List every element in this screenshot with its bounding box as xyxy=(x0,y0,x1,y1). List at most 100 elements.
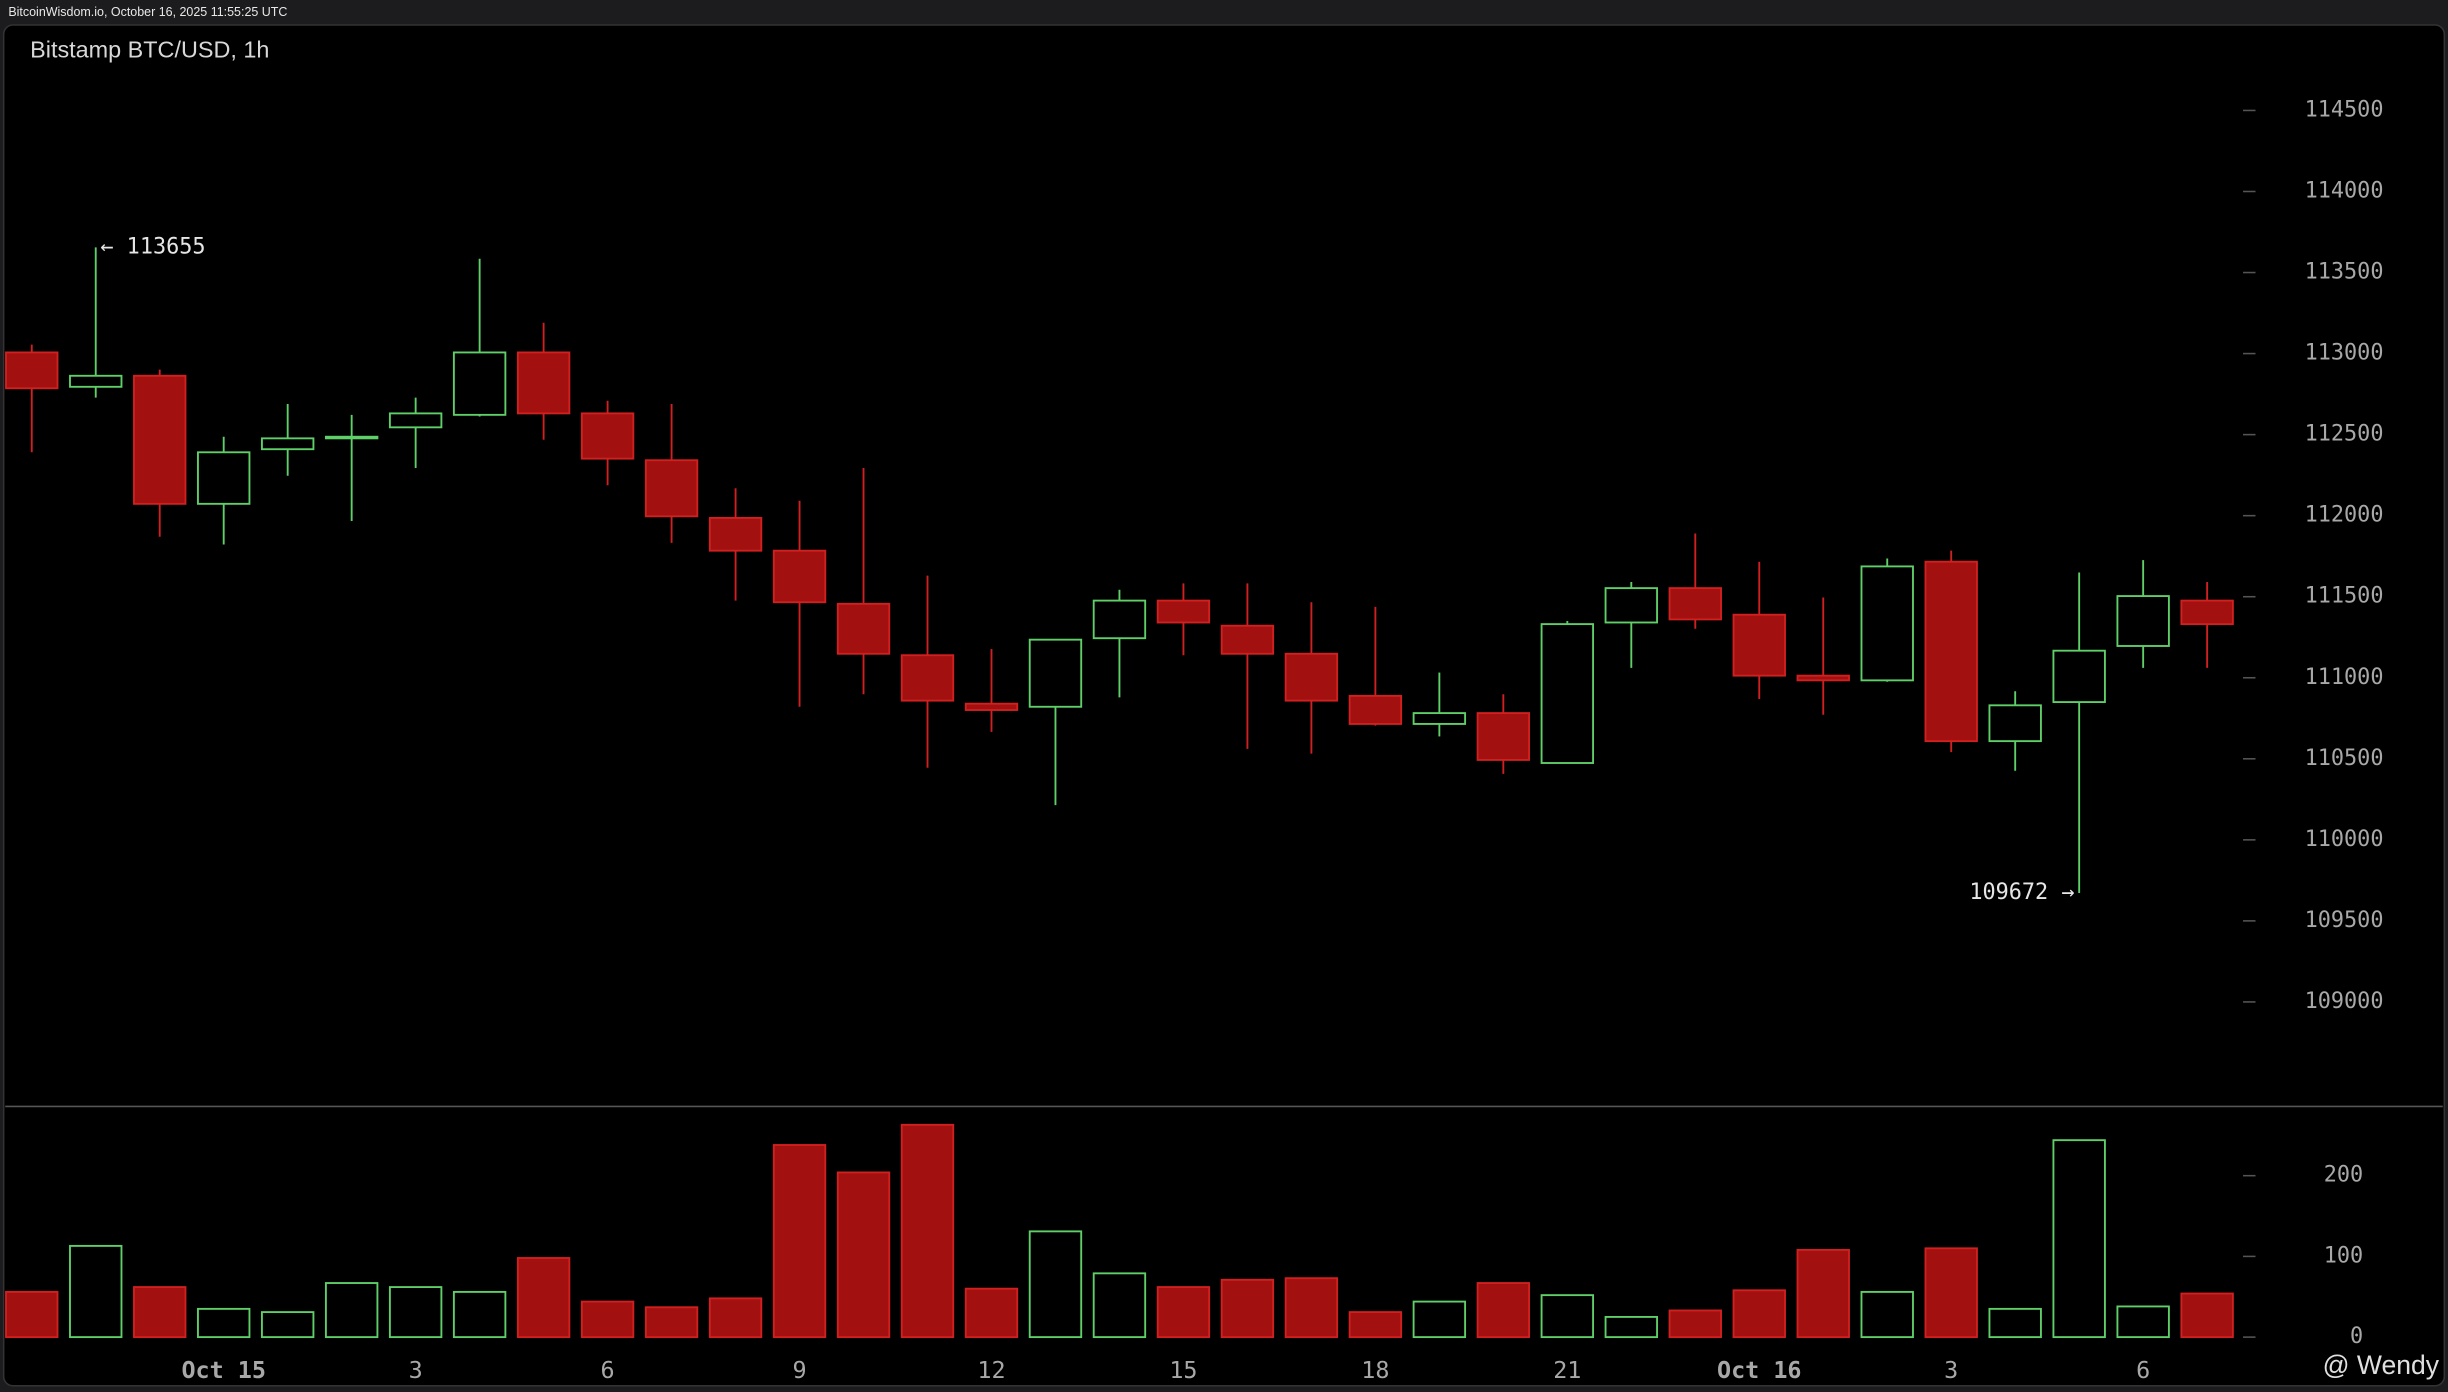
candle-body xyxy=(1604,587,1658,624)
volume-bar xyxy=(2116,1305,2170,1339)
volume-bar xyxy=(1220,1278,1275,1339)
volume-bar xyxy=(5,1290,59,1339)
y-tick-label: 110500 xyxy=(2305,746,2384,771)
volume-tick-label: 200 xyxy=(2324,1163,2363,1188)
volume-bar xyxy=(900,1123,955,1339)
volume-bar xyxy=(69,1244,123,1339)
x-tick-label: 9 xyxy=(792,1356,806,1384)
y-tick-label: 114500 xyxy=(2305,97,2384,122)
volume-bar xyxy=(388,1286,443,1339)
candle-body xyxy=(1668,587,1722,621)
y-tick-label: 113000 xyxy=(2305,341,2384,366)
volume-tick-label: 0 xyxy=(2350,1324,2363,1349)
volume-bar xyxy=(836,1171,891,1339)
candle-body xyxy=(5,351,59,390)
max-annotation: ← 113655 xyxy=(100,234,205,259)
volume-bar xyxy=(2180,1292,2234,1339)
x-tick-label: 6 xyxy=(601,1356,615,1384)
y-tick-label: 112000 xyxy=(2305,503,2384,528)
candle-body xyxy=(772,549,827,604)
candle-body xyxy=(1092,599,1147,640)
volume-bar xyxy=(1092,1272,1147,1339)
candle-body xyxy=(1220,624,1275,655)
candle-body xyxy=(1476,712,1531,761)
x-tick-label: 3 xyxy=(409,1356,423,1384)
volume-bar xyxy=(580,1300,635,1339)
candle-body xyxy=(197,451,251,505)
y-tick-label: 110000 xyxy=(2305,827,2384,852)
candle-body xyxy=(1924,560,1978,743)
candle-body xyxy=(324,435,379,440)
volume-bar xyxy=(1988,1307,2042,1339)
volume-bar xyxy=(772,1144,827,1339)
y-tick-label: 109000 xyxy=(2305,989,2384,1014)
min-annotation: 109672 → xyxy=(1969,880,2074,905)
x-tick-label: 6 xyxy=(2136,1356,2150,1384)
y-tick-label: 111500 xyxy=(2305,584,2384,609)
volume-bar xyxy=(1156,1286,1211,1339)
candle-body xyxy=(516,351,571,415)
volume-bar xyxy=(1732,1289,1786,1339)
x-tick-label: 21 xyxy=(1553,1356,1581,1384)
x-tick-label: 15 xyxy=(1169,1356,1197,1384)
volume-tick-label: 100 xyxy=(2324,1243,2363,1268)
volume-bar xyxy=(1412,1300,1467,1339)
candle-body xyxy=(644,459,699,518)
y-tick-label: 112500 xyxy=(2305,422,2384,447)
volume-bar xyxy=(1284,1277,1339,1339)
candle-body xyxy=(388,412,443,429)
candle-body xyxy=(452,351,507,416)
candle-body xyxy=(900,654,955,702)
chart-title: Bitstamp BTC/USD, 1h xyxy=(30,37,269,63)
x-tick-label: Oct 16 xyxy=(1717,1356,1801,1384)
y-tick-label: 111000 xyxy=(2305,665,2384,690)
candle-body xyxy=(1156,599,1211,624)
candle-body xyxy=(2052,649,2106,704)
volume-bar xyxy=(708,1297,763,1339)
candle-body xyxy=(1284,652,1339,702)
candle-body xyxy=(2116,595,2170,647)
candle-body xyxy=(580,412,635,460)
candle-body xyxy=(708,517,763,552)
volume-bar xyxy=(1604,1315,1658,1339)
candle-body xyxy=(260,437,315,451)
volume-bar xyxy=(1668,1309,1722,1339)
volume-bar xyxy=(1796,1249,1850,1339)
y-tick-label: 109500 xyxy=(2305,908,2384,933)
candle-body xyxy=(133,374,187,505)
volume-bar xyxy=(197,1307,251,1339)
volume-bar xyxy=(964,1287,1019,1339)
candle-body xyxy=(1796,674,1850,682)
volume-bar xyxy=(452,1290,507,1339)
candle-body xyxy=(964,702,1019,711)
volume-bar xyxy=(324,1282,379,1339)
candle-body xyxy=(1348,694,1403,725)
watermark: @ Wendy xyxy=(2323,1350,2440,1380)
volume-bar xyxy=(644,1306,699,1339)
candle-body xyxy=(1732,613,1786,677)
candle-body xyxy=(1860,565,1914,682)
x-tick-label: Oct 15 xyxy=(181,1356,266,1384)
candle-body xyxy=(1028,638,1083,708)
volume-bar xyxy=(1860,1290,1914,1339)
chart-area xyxy=(2,24,2446,1387)
volume-bar xyxy=(1028,1230,1083,1339)
header: BitcoinWisdom.io, October 16, 2025 11:55… xyxy=(8,5,287,19)
volume-bar xyxy=(516,1257,571,1339)
volume-bar xyxy=(1348,1311,1403,1339)
volume-bar xyxy=(2052,1139,2106,1339)
candle-body xyxy=(2180,599,2234,626)
y-tick-label: 113500 xyxy=(2305,260,2384,285)
candle-body xyxy=(1412,712,1467,725)
candle-body xyxy=(1988,704,2042,743)
y-tick-label: 114000 xyxy=(2305,178,2384,203)
volume-bar xyxy=(133,1286,187,1339)
candle-body xyxy=(836,602,891,655)
volume-bar xyxy=(1476,1282,1531,1339)
x-tick-label: 3 xyxy=(1944,1356,1958,1384)
candle-body xyxy=(69,374,123,388)
volume-bar xyxy=(260,1311,315,1339)
candle-body xyxy=(1540,623,1595,764)
